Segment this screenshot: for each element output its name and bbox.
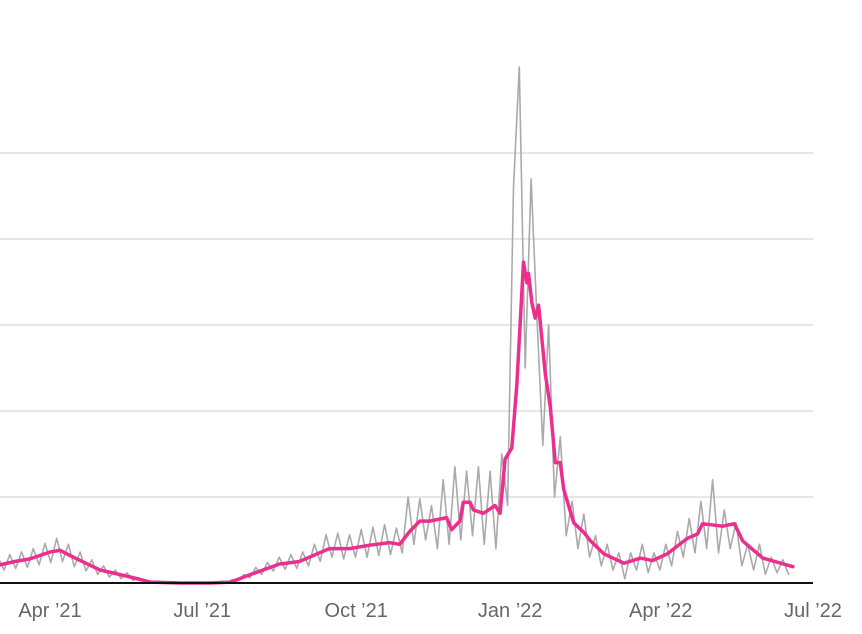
x-tick-label: Jul ’22 — [784, 600, 842, 622]
x-tick-label: Jan ’22 — [478, 600, 543, 622]
x-tick-label: Apr ’22 — [629, 600, 692, 622]
average-series-line — [0, 260, 795, 585]
x-axis-ticks: Apr ’21 Jul ’21 Oct ’21 Jan ’22 Apr ’22 … — [18, 600, 842, 622]
x-tick-label: Oct ’21 — [325, 600, 388, 622]
gridlines — [0, 152, 813, 498]
x-tick-label: Apr ’21 — [18, 600, 81, 622]
x-tick-label: Jul ’21 — [173, 600, 231, 622]
